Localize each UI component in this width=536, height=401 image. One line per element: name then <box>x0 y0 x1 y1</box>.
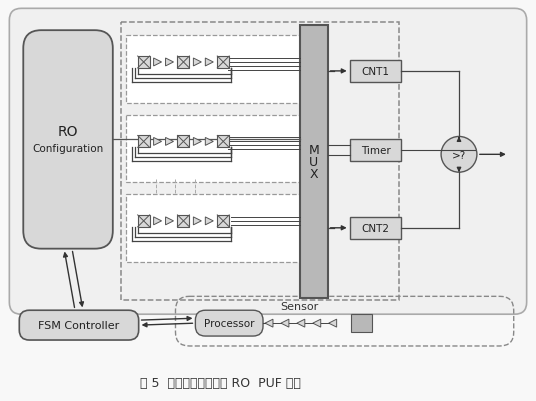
Text: CNT2: CNT2 <box>361 223 390 233</box>
Text: Timer: Timer <box>361 146 390 156</box>
Bar <box>126 115 300 183</box>
Bar <box>126 194 300 262</box>
Polygon shape <box>154 138 161 146</box>
Text: Sensor: Sensor <box>281 302 319 312</box>
Text: RO: RO <box>58 125 78 139</box>
Text: Processor: Processor <box>204 318 255 328</box>
Polygon shape <box>166 138 174 146</box>
Text: FSM Controller: FSM Controller <box>39 320 120 330</box>
FancyBboxPatch shape <box>19 310 139 340</box>
Text: M: M <box>308 144 319 157</box>
Bar <box>349 140 401 162</box>
Bar <box>126 36 300 103</box>
Text: U: U <box>309 156 318 169</box>
Polygon shape <box>313 319 321 327</box>
Polygon shape <box>329 319 337 327</box>
Circle shape <box>441 137 477 173</box>
Polygon shape <box>205 59 213 67</box>
Bar <box>177 136 189 148</box>
Polygon shape <box>205 138 213 146</box>
Polygon shape <box>166 59 174 67</box>
FancyBboxPatch shape <box>23 31 113 249</box>
Polygon shape <box>193 217 202 225</box>
Bar <box>351 314 373 332</box>
Polygon shape <box>265 319 273 327</box>
Bar <box>138 136 150 148</box>
Bar <box>121 23 399 301</box>
Polygon shape <box>154 59 161 67</box>
Text: 图 5  动态可配置多输出 RO  PUF 的设: 图 5 动态可配置多输出 RO PUF 的设 <box>140 376 301 389</box>
Polygon shape <box>193 59 202 67</box>
Bar <box>300 26 327 299</box>
Text: Configuration: Configuration <box>32 144 103 154</box>
Text: >?: >? <box>452 151 466 161</box>
Bar <box>217 215 229 227</box>
Bar <box>138 215 150 227</box>
Polygon shape <box>281 319 289 327</box>
Bar <box>217 57 229 69</box>
Text: CNT1: CNT1 <box>361 67 390 77</box>
Bar <box>217 136 229 148</box>
Bar <box>177 57 189 69</box>
FancyBboxPatch shape <box>9 9 527 314</box>
Polygon shape <box>154 217 161 225</box>
Text: X: X <box>309 168 318 181</box>
Bar <box>138 57 150 69</box>
Bar <box>177 215 189 227</box>
Bar <box>349 61 401 83</box>
Polygon shape <box>205 217 213 225</box>
Polygon shape <box>297 319 305 327</box>
FancyBboxPatch shape <box>196 310 263 336</box>
Polygon shape <box>193 138 202 146</box>
Polygon shape <box>166 217 174 225</box>
Bar <box>349 217 401 239</box>
